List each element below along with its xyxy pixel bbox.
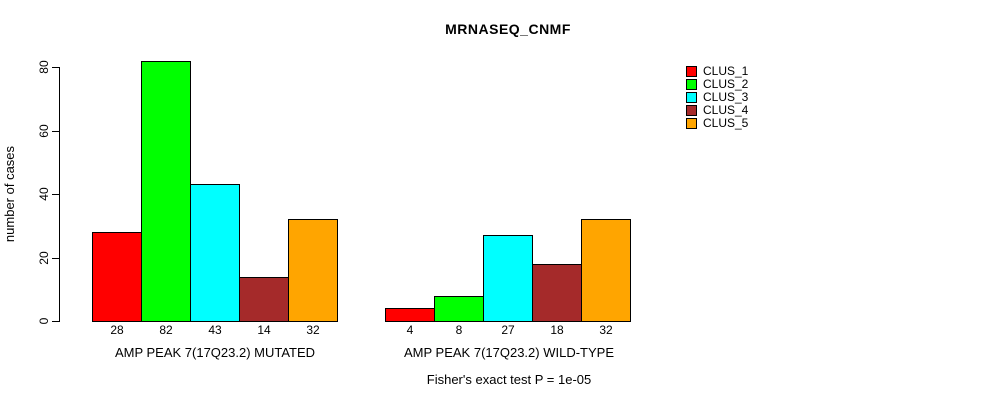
bar-value-label: 27 — [501, 323, 515, 337]
y-axis-tick — [52, 321, 59, 322]
y-axis-tick-label: 80 — [37, 60, 51, 74]
bar-value-label: 32 — [306, 323, 320, 337]
bar-value-label: 82 — [159, 323, 173, 337]
bar-value-label: 28 — [110, 323, 124, 337]
bar-clus_1-group2 — [385, 308, 435, 322]
legend-swatch-clus_3 — [686, 92, 697, 103]
chart-title: MRNASEQ_CNMF — [445, 21, 571, 37]
legend-swatch-clus_4 — [686, 105, 697, 116]
y-axis-tick-label: 0 — [37, 317, 51, 325]
y-axis-tick — [52, 258, 59, 259]
y-axis-label: number of cases — [2, 145, 17, 243]
bar-clus_4-group2 — [532, 264, 582, 322]
y-axis-tick — [52, 67, 59, 68]
y-axis-tick-label: 40 — [37, 187, 51, 201]
legend-label-clus_4: CLUS_4 — [703, 103, 749, 117]
legend-label-clus_2: CLUS_2 — [703, 77, 749, 91]
bar-value-label: 8 — [455, 323, 463, 337]
bar-value-label: 18 — [550, 323, 564, 337]
bar-value-label: 14 — [257, 323, 271, 337]
bar-value-label: 4 — [406, 323, 414, 337]
bar-clus_5-group1 — [288, 219, 338, 322]
legend-swatch-clus_1 — [686, 66, 697, 77]
legend-label-clus_5: CLUS_5 — [703, 116, 749, 130]
y-axis-tick — [52, 194, 59, 195]
bar-clus_3-group2 — [483, 235, 533, 322]
group-label-wildtype: AMP PEAK 7(17Q23.2) WILD-TYPE — [404, 345, 614, 360]
legend-label-clus_3: CLUS_3 — [703, 90, 749, 104]
bar-clus_5-group2 — [581, 219, 631, 322]
bar-value-label: 43 — [208, 323, 222, 337]
legend-swatch-clus_2 — [686, 79, 697, 90]
y-axis-tick — [52, 131, 59, 132]
bar-clus_3-group1 — [190, 184, 240, 322]
bar-clus_2-group1 — [141, 61, 191, 322]
legend-swatch-clus_5 — [686, 118, 697, 129]
bar-clus_4-group1 — [239, 277, 289, 322]
y-axis-line — [59, 67, 60, 322]
fisher-test-annotation: Fisher's exact test P = 1e-05 — [426, 372, 592, 387]
bar-clus_2-group2 — [434, 296, 484, 322]
y-axis-tick-label: 60 — [37, 124, 51, 138]
y-axis-tick-label: 20 — [37, 251, 51, 265]
bar-clus_1-group1 — [92, 232, 142, 322]
legend-label-clus_1: CLUS_1 — [703, 64, 749, 78]
bar-value-label: 32 — [599, 323, 613, 337]
group-label-mutated: AMP PEAK 7(17Q23.2) MUTATED — [114, 345, 316, 360]
